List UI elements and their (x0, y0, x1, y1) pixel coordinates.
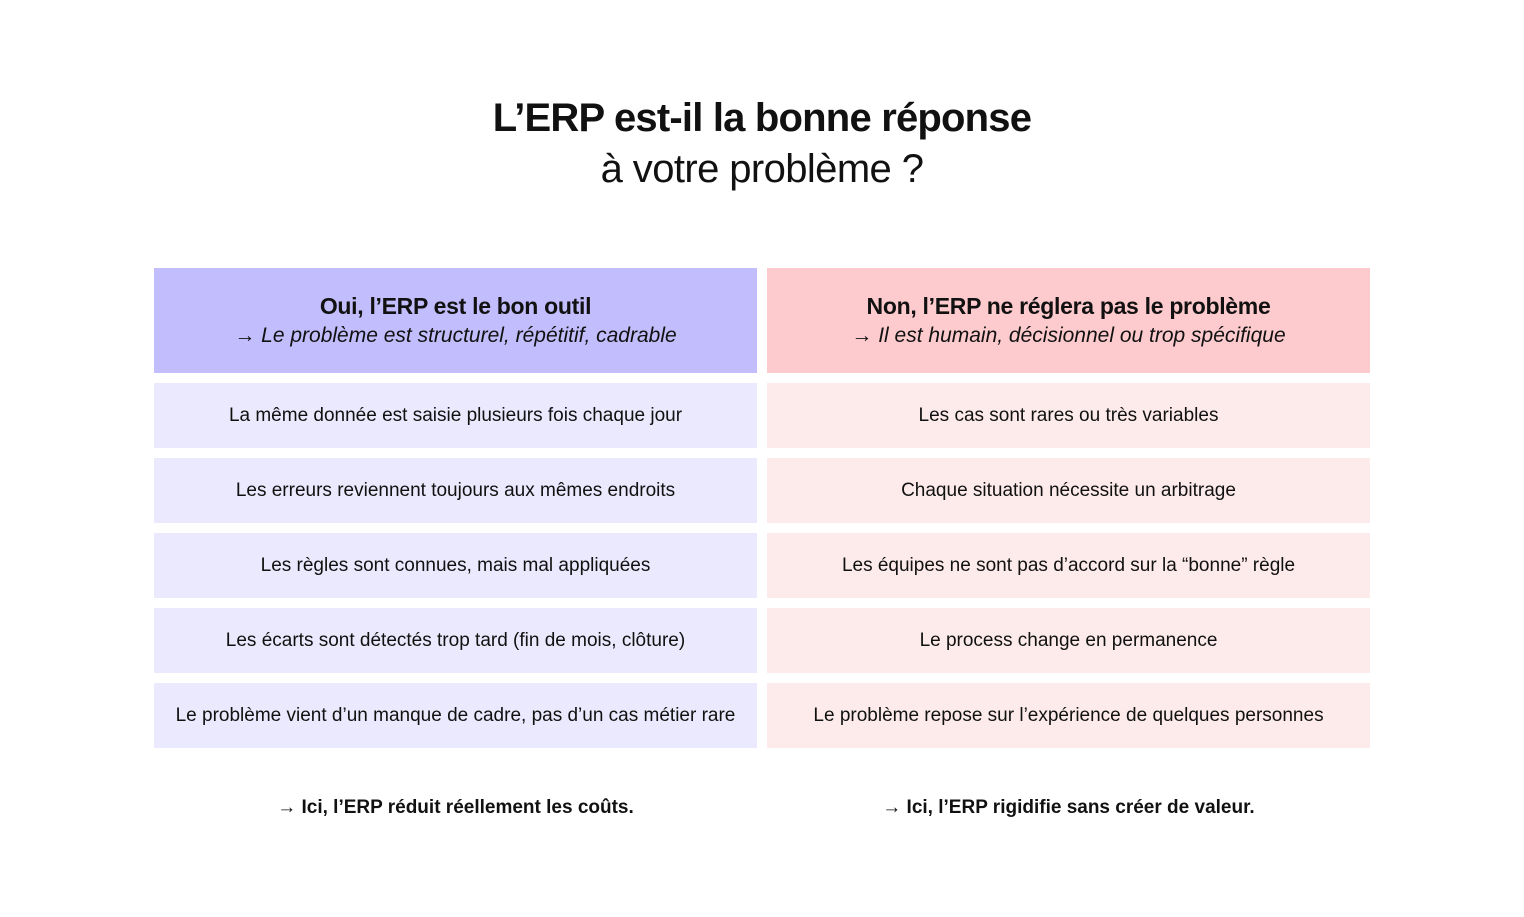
column-yes-row: Les écarts sont détectés trop tard (fin … (154, 608, 757, 673)
comparison-table: Oui, l’ERP est le bon outil → Le problèm… (154, 268, 1370, 748)
column-yes-subtitle: → Le problème est structurel, répétitif,… (234, 323, 677, 347)
column-no-header: Non, l’ERP ne réglera pas le problème → … (767, 268, 1370, 373)
column-yes-conclusion: → Ici, l’ERP réduit réellement les coûts… (277, 797, 634, 818)
column-no-conclusion: → Ici, l’ERP rigidifie sans créer de val… (882, 797, 1255, 818)
column-no: Non, l’ERP ne réglera pas le problème → … (767, 268, 1370, 748)
column-yes-row: Le problème vient d’un manque de cadre, … (154, 683, 757, 748)
column-yes-row: Les erreurs reviennent toujours aux même… (154, 458, 757, 523)
column-no-row: Les cas sont rares ou très variables (767, 383, 1370, 448)
title-line-1: L’ERP est-il la bonne réponse (492, 96, 1032, 140)
column-yes-row: Les règles sont connues, mais mal appliq… (154, 533, 757, 598)
page-title: L’ERP est-il la bonne réponse à votre pr… (0, 92, 1524, 194)
conclusions: → Ici, l’ERP réduit réellement les coûts… (154, 795, 1370, 821)
column-no-row: Les équipes ne sont pas d’accord sur la … (767, 533, 1370, 598)
column-no-title: Non, l’ERP ne réglera pas le problème (866, 292, 1271, 319)
title-line-2: à votre problème ? (600, 147, 924, 191)
column-no-subtitle: → Il est humain, décisionnel ou trop spé… (851, 323, 1286, 347)
column-no-row: Chaque situation nécessite un arbitrage (767, 458, 1370, 523)
column-no-row: Le problème repose sur l’expérience de q… (767, 683, 1370, 748)
column-yes-title: Oui, l’ERP est le bon outil (319, 292, 592, 319)
column-no-row: Le process change en permanence (767, 608, 1370, 673)
column-yes: Oui, l’ERP est le bon outil → Le problèm… (154, 268, 757, 748)
column-yes-header: Oui, l’ERP est le bon outil → Le problèm… (154, 268, 757, 373)
column-yes-row: La même donnée est saisie plusieurs fois… (154, 383, 757, 448)
